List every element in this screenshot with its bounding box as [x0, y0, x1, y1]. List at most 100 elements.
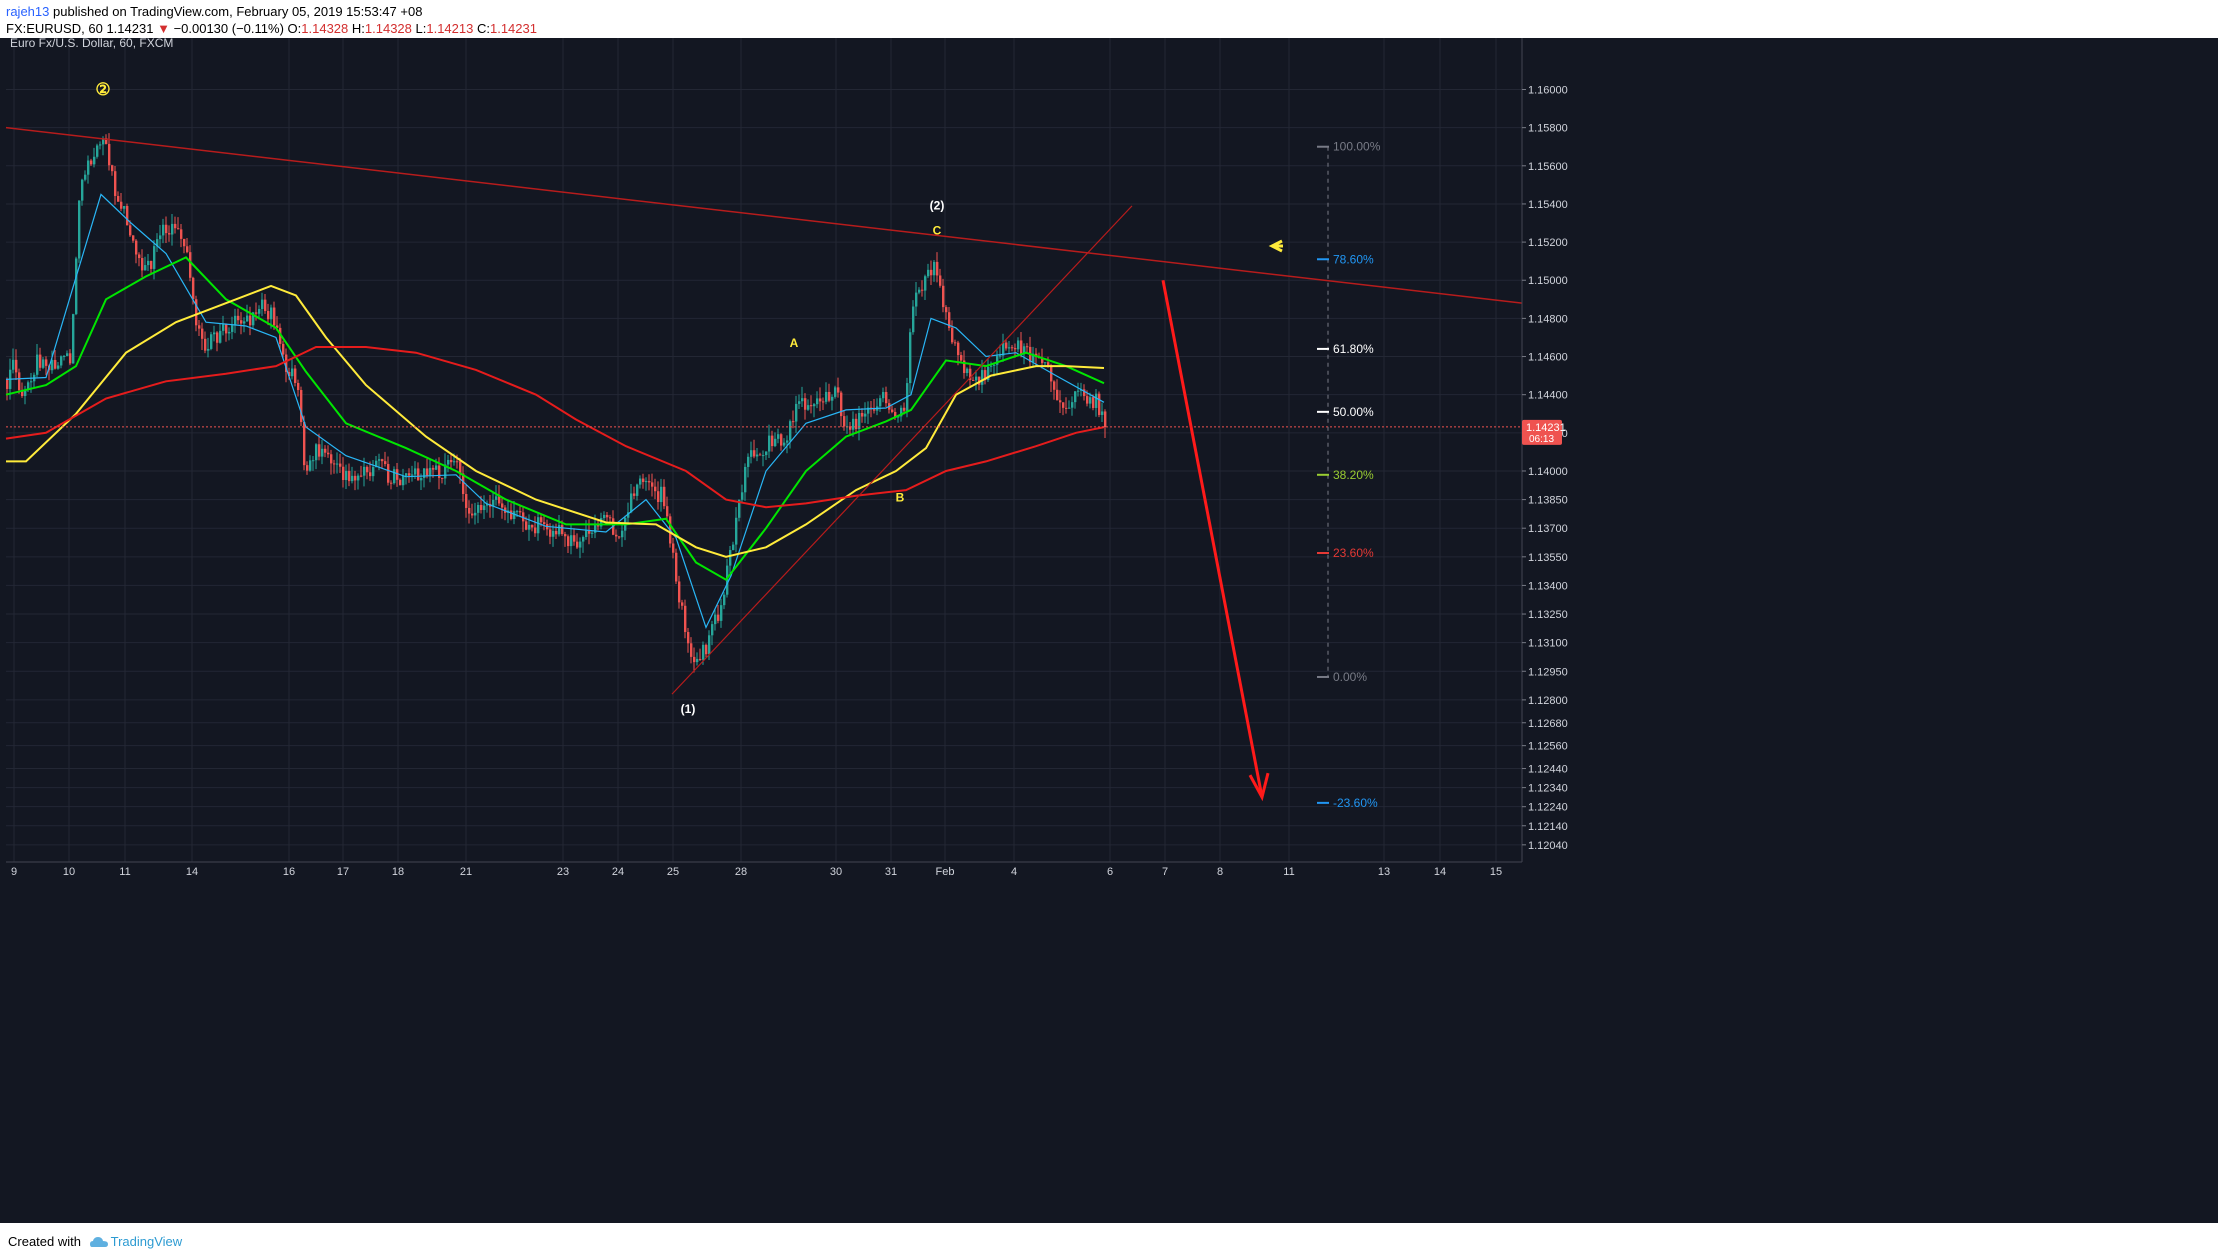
candle-body — [198, 325, 201, 329]
publisher-line: rajeh13 published on TradingView.com, Fe… — [6, 4, 422, 19]
candle-body — [138, 254, 141, 259]
price-chart[interactable]: 100.00% 78.60% 61.80% 50.00% 38.20% 23.60% 0.0… — [0, 38, 2218, 1223]
candle-body — [687, 632, 690, 644]
candle-body — [843, 416, 846, 427]
candle-body — [648, 481, 651, 483]
candle-body — [54, 359, 57, 369]
price-tick-label: 1.16000 — [1528, 85, 1568, 97]
candle-body — [372, 467, 375, 477]
candle-body — [99, 144, 102, 146]
candle-body — [615, 534, 618, 537]
price-tick-label: 1.13850 — [1528, 495, 1568, 507]
candle-body — [276, 325, 279, 328]
candle-body — [333, 463, 336, 465]
candle-body — [114, 171, 117, 196]
candle-body — [201, 328, 204, 339]
candle-body — [378, 459, 381, 461]
candle-body — [654, 486, 657, 492]
symbol-label: FX:EURUSD, 60 — [6, 21, 103, 36]
candle-body — [1056, 389, 1059, 401]
left-arrow-icon — [1268, 239, 1283, 253]
candle-body — [726, 565, 729, 595]
candle-body — [762, 455, 765, 457]
grid-lines — [6, 38, 1522, 862]
wave-label: B — [896, 491, 905, 505]
candle-body — [516, 511, 519, 513]
candle-body — [66, 353, 69, 356]
candle-body — [1083, 389, 1086, 397]
candle-body — [837, 387, 840, 393]
candle-body — [468, 507, 471, 514]
candle-body — [234, 315, 237, 326]
projection-arrowhead-icon — [1248, 772, 1270, 802]
chart-area[interactable]: 100.00% 78.60% 61.80% 50.00% 38.20% 23.60% 0.0… — [0, 38, 2218, 1223]
price-tick-label: 1.15000 — [1528, 275, 1568, 287]
candle-body — [597, 525, 600, 527]
candle-body — [348, 470, 351, 482]
candle-body — [189, 252, 192, 278]
candle-body — [111, 165, 114, 172]
price-change: −0.00130 (−0.11%) — [173, 21, 284, 36]
candle-body — [594, 525, 597, 533]
candle-body — [753, 450, 756, 457]
open-value: 1.14328 — [301, 21, 349, 36]
candle-body — [438, 465, 441, 478]
candle-body — [702, 644, 705, 660]
candle-body — [990, 365, 993, 367]
candle-body — [237, 315, 240, 321]
candle-body — [264, 299, 267, 311]
candle-body — [90, 160, 93, 165]
candle-body — [720, 605, 723, 621]
candle-body — [636, 484, 639, 496]
candle-body — [486, 503, 489, 506]
candle-body — [36, 354, 39, 375]
candle-body — [618, 536, 621, 538]
candle-body — [600, 518, 603, 527]
candle-body — [240, 320, 243, 324]
high-label: H: — [351, 21, 365, 36]
candle-body — [1092, 397, 1095, 408]
candle-body — [450, 459, 453, 463]
candle-body — [1041, 358, 1044, 364]
candle-body — [312, 460, 315, 462]
low-label: L: — [415, 21, 427, 36]
candle-body — [591, 532, 594, 534]
tradingview-brand-link[interactable]: TradingView — [110, 1234, 183, 1249]
candle-body — [873, 409, 876, 411]
candle-body — [582, 537, 585, 542]
candle-body — [999, 355, 1002, 357]
candlestick-series — [6, 133, 1107, 673]
candle-body — [1071, 402, 1074, 408]
candle-body — [120, 201, 123, 209]
candle-body — [819, 398, 822, 402]
time-tick-label: 23 — [557, 866, 569, 878]
time-tick-label: 24 — [612, 866, 624, 878]
candle-body — [69, 353, 72, 364]
candle-body — [477, 504, 480, 513]
candle-body — [405, 473, 408, 476]
candle-body — [903, 407, 906, 411]
candle-body — [528, 524, 531, 530]
candle-body — [84, 174, 87, 180]
high-value: 1.14328 — [364, 21, 412, 36]
candle-body — [807, 405, 810, 410]
candle-body — [579, 541, 582, 548]
candle-body — [204, 338, 207, 351]
candle-body — [414, 468, 417, 475]
candle-body — [897, 416, 900, 418]
candle-body — [429, 467, 432, 476]
author-link[interactable]: rajeh13 — [6, 4, 50, 19]
candle-body — [1065, 407, 1068, 409]
candle-body — [249, 315, 252, 326]
candle-body — [1020, 340, 1023, 355]
candle-body — [75, 258, 78, 315]
candle-body — [483, 505, 486, 511]
candle-body — [108, 143, 111, 166]
candle-body — [924, 276, 927, 291]
candle-body — [978, 376, 981, 385]
candle-body — [852, 418, 855, 430]
candle-body — [966, 368, 969, 374]
candle-body — [42, 359, 45, 368]
candle-body — [186, 246, 189, 253]
candle-body — [153, 246, 156, 269]
